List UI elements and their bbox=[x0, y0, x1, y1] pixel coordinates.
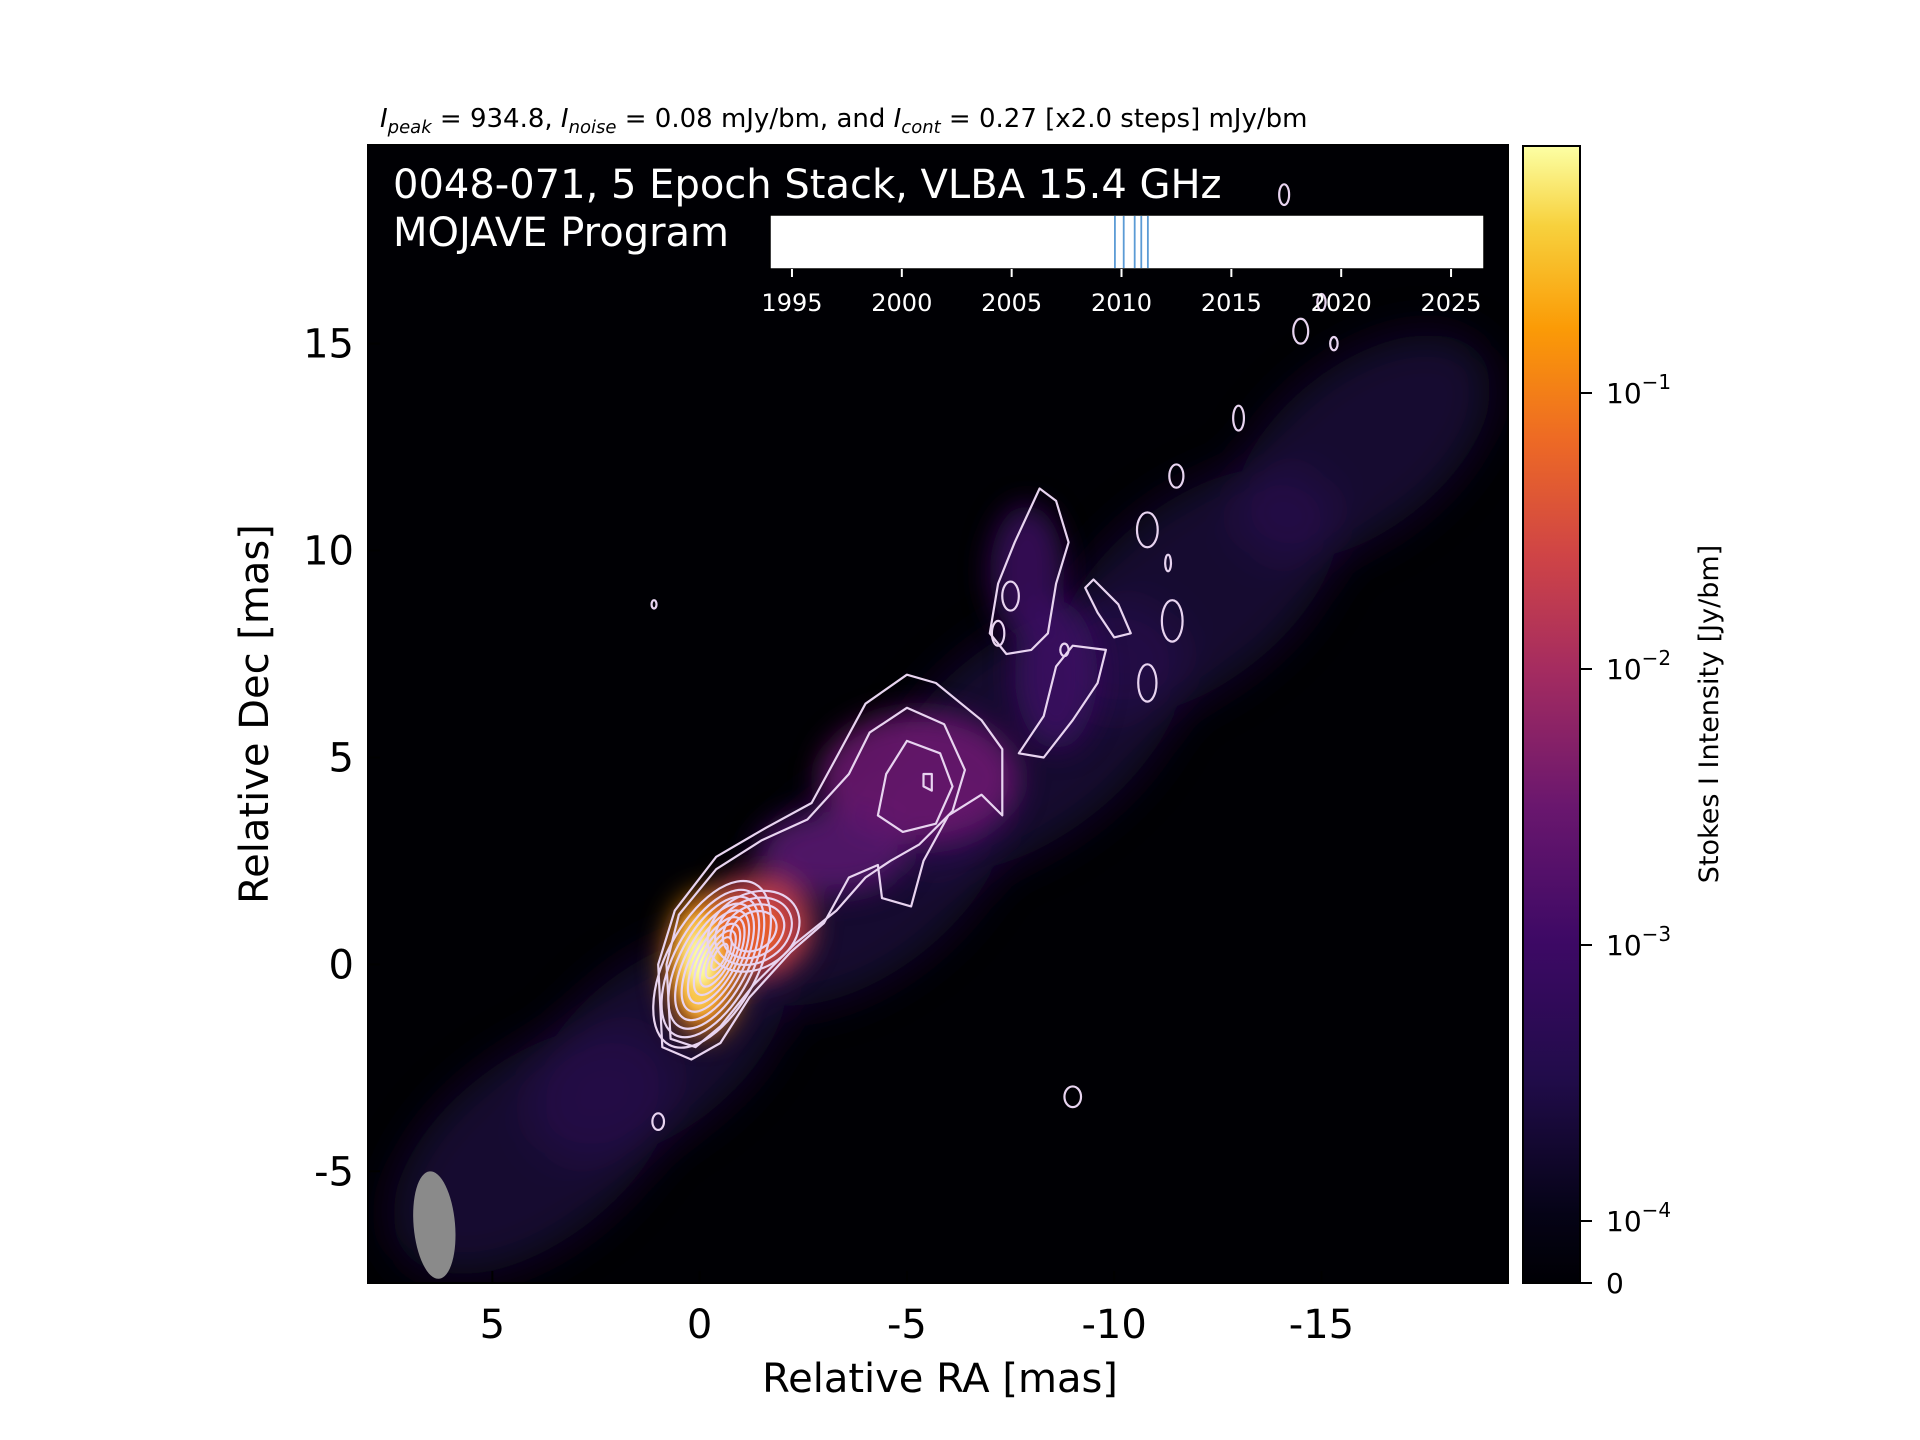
y-tick-label: 0 bbox=[329, 942, 354, 988]
image-statistics: Ipeak = 934.8, Inoise = 0.08 mJy/bm, and… bbox=[380, 104, 1307, 138]
x-axis-ticks: 5 0 -5 -10 -15 bbox=[480, 1271, 1354, 1348]
contour-knot bbox=[1292, 317, 1310, 345]
y-tick-label: 15 bbox=[303, 322, 354, 368]
program-title: MOJAVE Program bbox=[393, 210, 729, 256]
contour-level-4 bbox=[922, 772, 933, 792]
contour-knot bbox=[651, 1112, 666, 1132]
contour-knot bbox=[1063, 1085, 1083, 1109]
colorbar-label: Stokes I Intensity [Jy/bm] bbox=[1694, 545, 1725, 883]
beam-ellipse bbox=[413, 1171, 456, 1279]
x-tick-label: 5 bbox=[480, 1302, 505, 1348]
contour-knot bbox=[1316, 292, 1327, 312]
x-tick-label: -15 bbox=[1289, 1302, 1354, 1348]
core-extension-contour bbox=[721, 903, 786, 960]
contour-layer bbox=[650, 183, 1339, 1132]
jet-blob bbox=[819, 711, 1019, 845]
timeline-tick-label: 2005 bbox=[981, 289, 1042, 317]
epoch-timeline: 1995 2000 2005 2010 2015 2020 2025 bbox=[761, 214, 1485, 317]
y-tick-label: 5 bbox=[329, 735, 354, 781]
core-contour bbox=[698, 929, 737, 988]
contour-knot bbox=[1278, 183, 1291, 207]
y-tick-label: -5 bbox=[314, 1149, 354, 1195]
contour-mid-arm bbox=[1017, 644, 1107, 759]
contour-knot bbox=[1001, 580, 1020, 612]
timeline-tick-label: 2020 bbox=[1311, 289, 1372, 317]
x-tick-label: -10 bbox=[1082, 1302, 1147, 1348]
x-axis-label: Relative RA [mas] bbox=[762, 1356, 1118, 1402]
plot-frame bbox=[367, 144, 1509, 1284]
core-contour bbox=[692, 922, 742, 997]
core-extension-contour bbox=[706, 889, 801, 973]
contour-level-3 bbox=[876, 739, 954, 833]
contour-outer bbox=[657, 673, 1004, 1061]
epoch-lines bbox=[1114, 216, 1149, 268]
colorbar-frame bbox=[1522, 145, 1581, 1284]
core-extension-contour bbox=[714, 896, 793, 967]
contour-knot bbox=[1232, 404, 1246, 432]
diffuse-blob bbox=[1234, 334, 1492, 560]
core-contour bbox=[667, 895, 761, 1030]
contour-knot bbox=[1168, 463, 1185, 489]
colorbar-tick-label: 10−1 bbox=[1606, 370, 1671, 410]
timeline-tick-label: 2010 bbox=[1091, 289, 1152, 317]
core-extension-contour bbox=[729, 909, 778, 953]
colorbar-tick-label: 0 bbox=[1606, 1267, 1624, 1300]
timeline-tick-label: 2015 bbox=[1201, 289, 1262, 317]
contour-knot bbox=[1137, 663, 1158, 703]
timeline-ticks: 1995 2000 2005 2010 2015 2020 2025 bbox=[761, 269, 1482, 317]
contour-knot bbox=[1164, 553, 1173, 573]
contour-knot bbox=[1329, 335, 1339, 352]
core-contour bbox=[674, 902, 756, 1022]
contour-knot bbox=[1135, 511, 1159, 549]
contour-north-arm bbox=[988, 487, 1070, 656]
timeline-tick-label: 2000 bbox=[871, 289, 932, 317]
source-title: 0048-071, 5 Epoch Stack, VLBA 15.4 GHz bbox=[393, 162, 1222, 208]
colorbar-ticks: 0 10−4 10−3 10−2 10−1 bbox=[1580, 370, 1671, 1300]
core-contour bbox=[652, 879, 773, 1049]
contour-knot bbox=[1160, 599, 1184, 643]
contour-knot bbox=[990, 619, 1006, 647]
colorbar-gradient bbox=[1523, 146, 1580, 1283]
colorbar-tick-label: 10−3 bbox=[1606, 922, 1671, 962]
colorbar-tick-label: 10−4 bbox=[1606, 1198, 1671, 1238]
colorbar: 0 10−4 10−3 10−2 10−1 Stokes I Intensity [Jy… bbox=[1522, 145, 1725, 1300]
timeline-tick-label: 2025 bbox=[1421, 289, 1482, 317]
timeline-tick-label: 1995 bbox=[761, 289, 822, 317]
y-axis-label: Relative Dec [mas] bbox=[232, 524, 278, 904]
timeline-box bbox=[769, 214, 1485, 270]
colorbar-tick-label: 10−2 bbox=[1606, 646, 1671, 686]
y-tick-label: 10 bbox=[303, 529, 354, 575]
x-tick-label: 0 bbox=[687, 1302, 712, 1348]
contour-knot bbox=[650, 599, 658, 610]
y-axis-ticks: 15 10 5 0 -5 bbox=[303, 322, 380, 1195]
x-tick-label: -5 bbox=[887, 1302, 927, 1348]
contour-small-arm bbox=[1084, 578, 1132, 639]
intensity-map bbox=[367, 144, 1509, 1284]
contour-knot bbox=[1059, 642, 1070, 658]
jet-blob bbox=[757, 811, 907, 895]
contour-level-2 bbox=[665, 706, 966, 1049]
jet-blob bbox=[989, 504, 1065, 638]
